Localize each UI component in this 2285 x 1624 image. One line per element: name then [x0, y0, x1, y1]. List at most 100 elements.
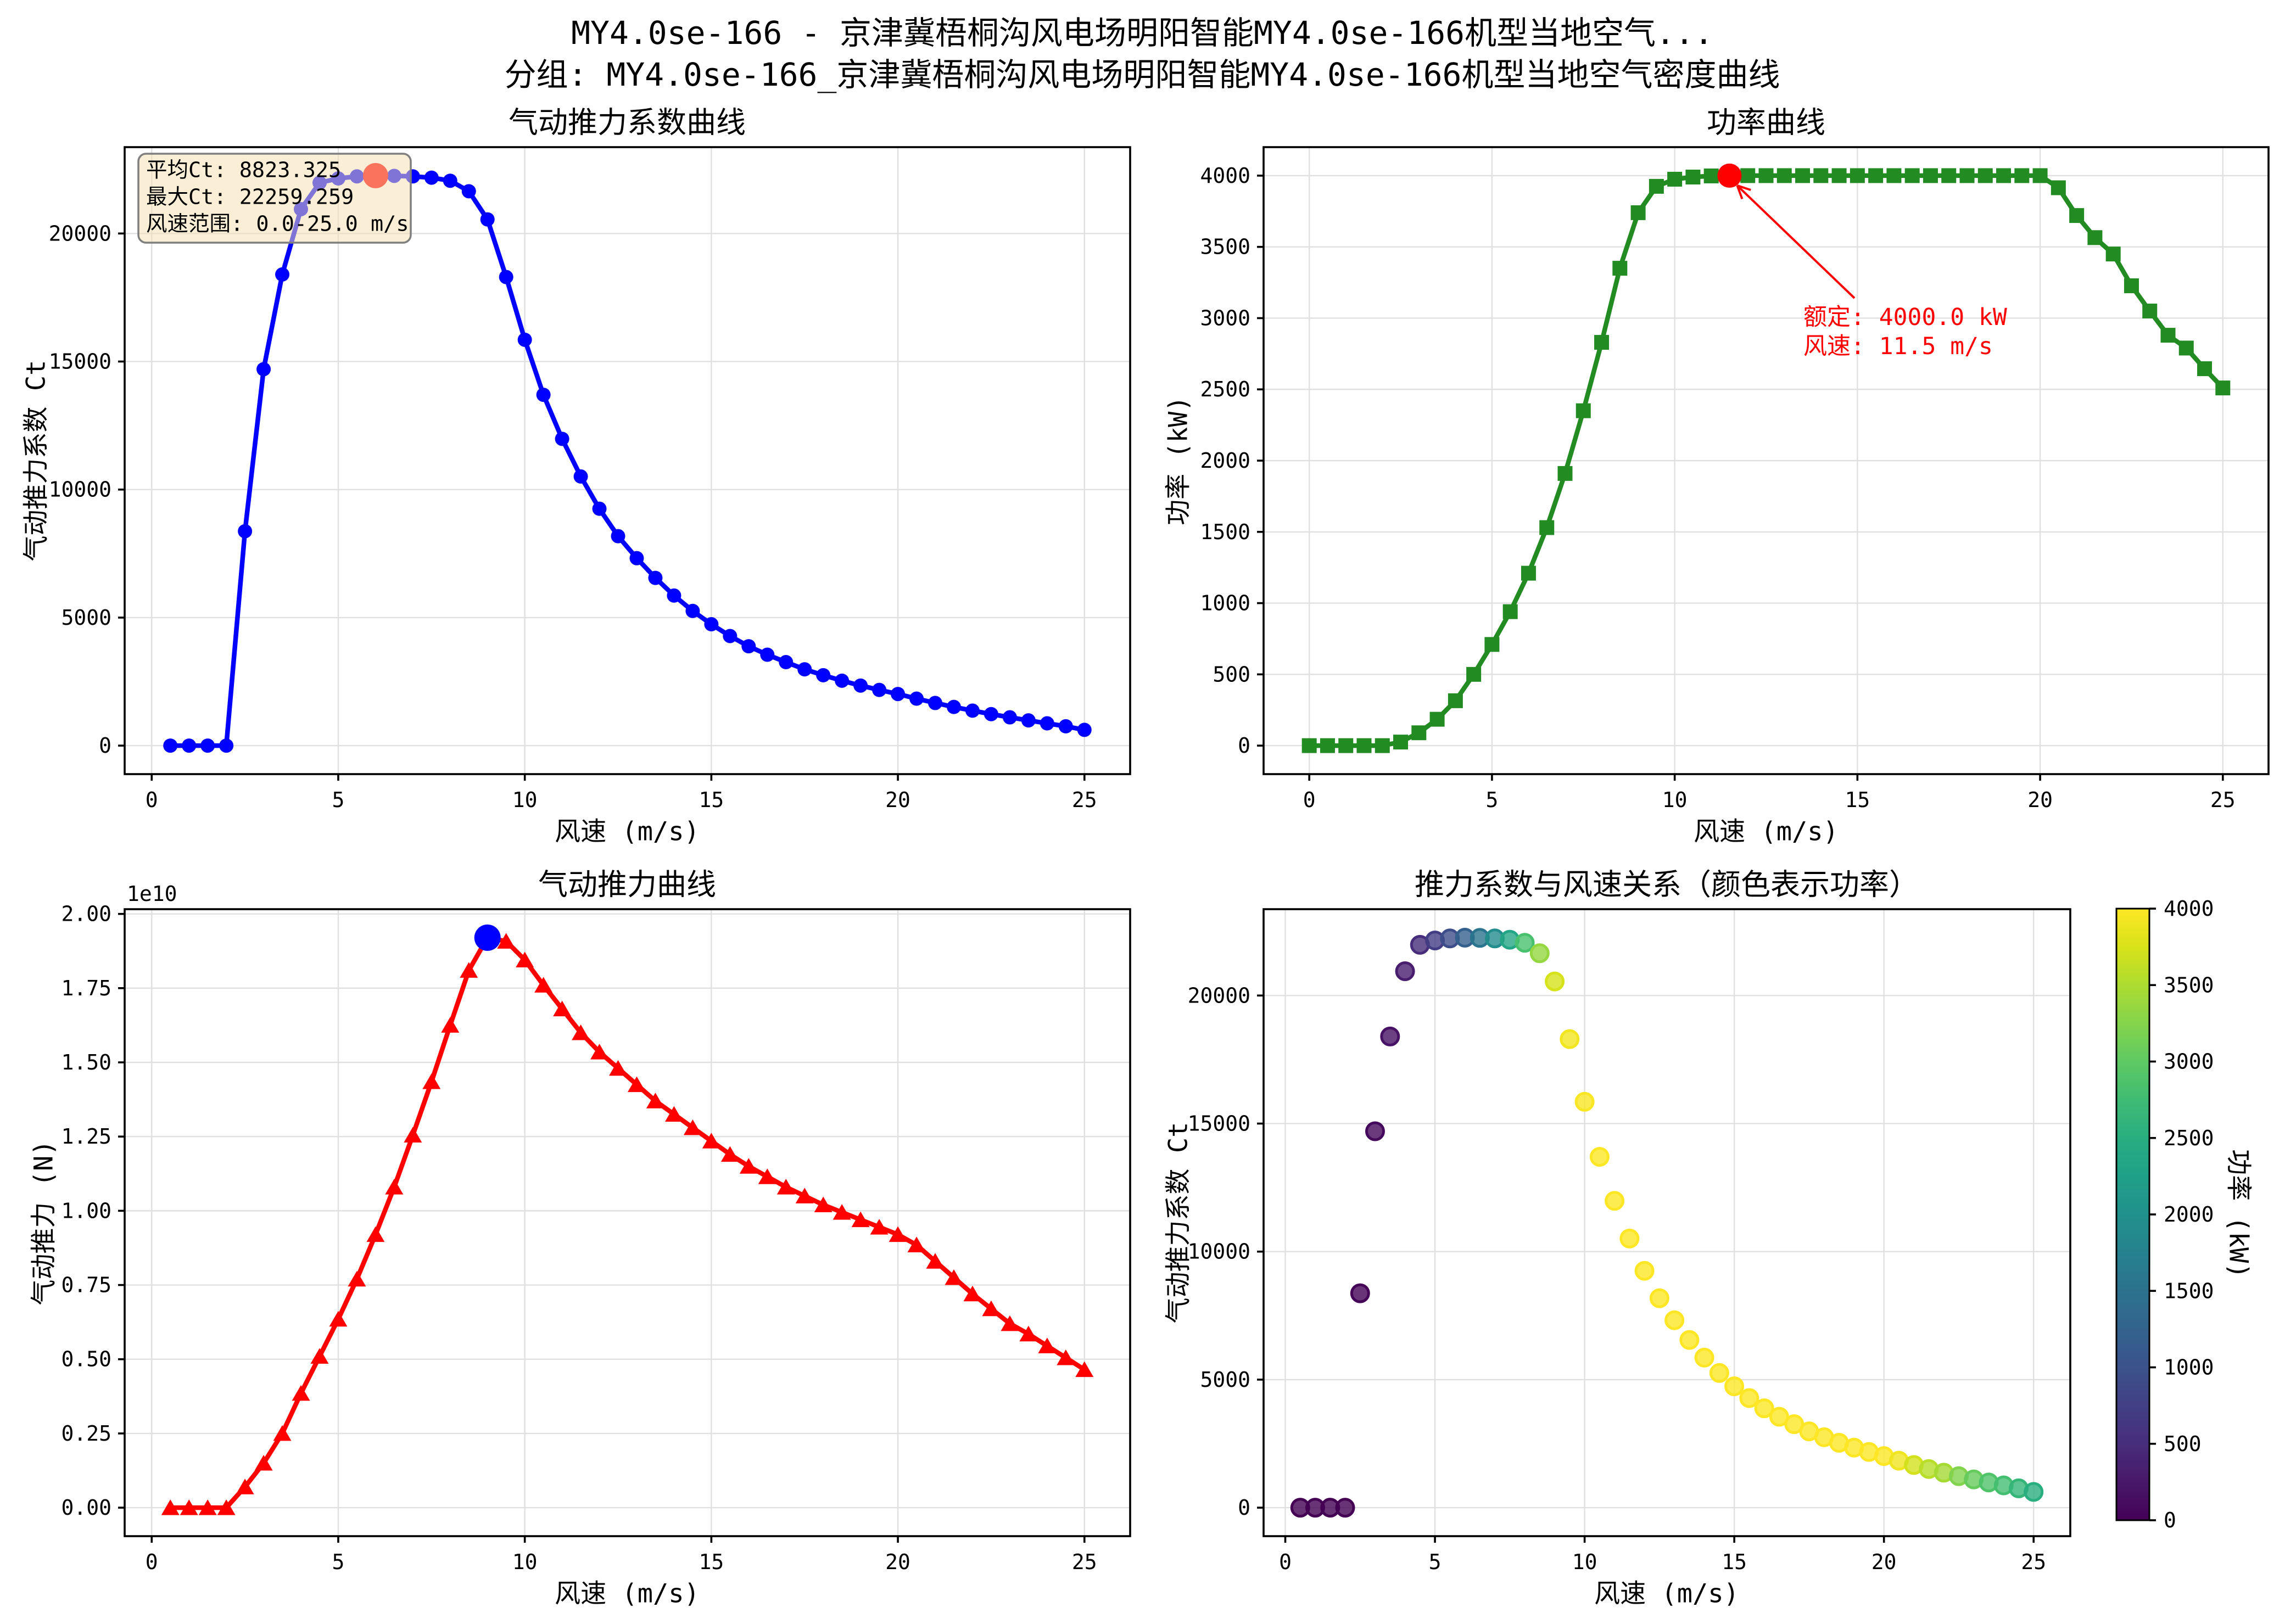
- data-point: [1594, 335, 1610, 350]
- y-tick-label: 3500: [1200, 235, 1250, 259]
- subplot-title-thrust-curve: 气动推力曲线: [538, 867, 716, 902]
- scatter-point: [1724, 1376, 1745, 1396]
- data-point: [609, 1060, 628, 1076]
- data-point: [1850, 168, 1865, 183]
- y-tick-label: 0.00: [61, 1496, 111, 1520]
- data-point: [835, 673, 850, 688]
- data-point: [236, 1479, 254, 1494]
- data-point: [2197, 361, 2213, 377]
- data-point: [797, 662, 812, 677]
- data-point: [517, 332, 532, 347]
- scatter-point: [1634, 1261, 1655, 1281]
- data-point: [1320, 738, 1335, 753]
- data-point: [1448, 693, 1463, 708]
- ylabel-ct-curve: 气动推力系数 Ct: [21, 360, 52, 562]
- data-point: [217, 1499, 236, 1515]
- rated-annotation-line1: 额定: 4000.0 kW: [1803, 304, 2007, 331]
- data-point: [1959, 168, 1975, 183]
- rated-power-annotation: 额定: 4000.0 kW 风速: 11.5 m/s: [1803, 304, 2007, 360]
- colorbar-tick-label: 0: [2164, 1508, 2176, 1532]
- y-tick-label: 1.00: [61, 1199, 111, 1223]
- ticks-power-curve: 0 5 10 15 20 25 0 500 1000 1500 2000 2500 3000 3500 40…: [1200, 164, 2235, 812]
- x-tick-label: 10: [512, 788, 538, 812]
- scatter-point: [1619, 1228, 1640, 1248]
- y-tick-label: 1000: [1200, 591, 1250, 615]
- data-point: [1338, 738, 1354, 753]
- data-point: [460, 962, 478, 978]
- data-point: [219, 738, 234, 753]
- data-point: [1612, 261, 1628, 276]
- data-point: [238, 524, 253, 539]
- data-point: [1776, 168, 1792, 183]
- subplot-power-curve: 0 5 10 15 20 25 0 500 1000 1500 2000 2500 3000 3500 40…: [1200, 146, 2270, 812]
- data-point: [1040, 716, 1054, 731]
- grid-power-curve: [1264, 147, 2269, 774]
- y-tick-label: 0: [1238, 733, 1250, 758]
- data-point: [1539, 520, 1555, 535]
- annotation-arrow-line: [1736, 184, 1856, 299]
- ct-stats-infobox-text: 平均Ct: 8823.325 最大Ct: 22259.259 风速范围: 0.0…: [146, 158, 409, 237]
- annotation-arrow-head: [1736, 184, 1751, 191]
- data-point: [891, 687, 906, 702]
- data-point: [2014, 168, 2030, 183]
- data-point: [348, 1270, 366, 1287]
- scatter-point: [1380, 1026, 1400, 1046]
- scatter-point: [1515, 933, 1535, 953]
- data-point: [664, 1106, 683, 1122]
- data-point: [254, 1454, 273, 1471]
- data-point: [2215, 380, 2231, 396]
- y-tick-label: 20000: [49, 221, 111, 245]
- scatter-point: [2024, 1482, 2044, 1502]
- figure-suptitle-line2: 分组: MY4.0se-166_京津冀梧桐沟风电场明阳智能MY4.0se-166…: [505, 56, 1780, 93]
- data-point: [310, 1348, 329, 1364]
- data-point: [422, 1073, 441, 1089]
- y-tick-label: 10000: [1188, 1240, 1250, 1264]
- x-tick-label: 20: [885, 788, 910, 812]
- data-point: [1740, 168, 1756, 183]
- y-tick-label: 5000: [1200, 1368, 1250, 1392]
- subplot-thrust-curve: 0 5 10 15 20 25 0.00 0.25 0.50 0.75 1.00 1.25 1.50 1.…: [61, 902, 1131, 1574]
- data-point: [1923, 168, 1938, 183]
- data-point: [182, 738, 197, 753]
- x-tick-label: 15: [699, 788, 724, 812]
- data-point: [404, 1127, 422, 1143]
- data-point: [1758, 168, 1774, 183]
- data-point: [441, 1017, 460, 1033]
- data-point: [926, 1253, 945, 1269]
- y-tick-label: 1.50: [61, 1050, 111, 1074]
- data-point: [683, 1119, 702, 1135]
- data-point: [1375, 738, 1390, 753]
- data-point: [499, 270, 513, 284]
- y-tick-label: 0.75: [61, 1273, 111, 1297]
- data-point: [2105, 247, 2121, 262]
- colorbar-label: 功率 (kW): [2223, 1149, 2254, 1278]
- colorbar-tick-label: 1000: [2164, 1356, 2214, 1380]
- scatter-point: [1365, 1121, 1385, 1141]
- data-point: [1576, 403, 1591, 418]
- colorbar-tick-label: 500: [2164, 1432, 2202, 1456]
- scatter-point: [1335, 1498, 1355, 1518]
- data-point: [779, 655, 794, 670]
- data-point: [1019, 1325, 1038, 1342]
- y-tick-label: 0.50: [61, 1347, 111, 1371]
- highlight-point-thrust-curve: [474, 924, 501, 951]
- data-point: [573, 469, 588, 484]
- colorbar-tick-label: 3500: [2164, 973, 2214, 997]
- x-tick-label: 5: [332, 1550, 345, 1574]
- data-point: [590, 1044, 609, 1060]
- data-point: [946, 699, 961, 714]
- data-point: [984, 707, 998, 721]
- data-point: [1058, 719, 1073, 733]
- axes-frame: [124, 146, 1131, 775]
- data-point: [982, 1300, 1001, 1317]
- ylabel-ct-wind-scatter: 气动推力系数 Ct: [1164, 1122, 1194, 1324]
- markers-thrust-curve: [161, 929, 1094, 1515]
- xlabel-thrust-curve: 风速 (m/s): [555, 1579, 700, 1609]
- data-point: [1868, 168, 1884, 183]
- figure-suptitle-line1: MY4.0se-166 - 京津冀梧桐沟风电场明阳智能MY4.0se-166机型…: [571, 14, 1713, 52]
- data-point: [758, 1168, 776, 1184]
- data-point: [553, 1000, 572, 1017]
- data-point: [461, 184, 476, 199]
- data-point: [963, 1285, 982, 1302]
